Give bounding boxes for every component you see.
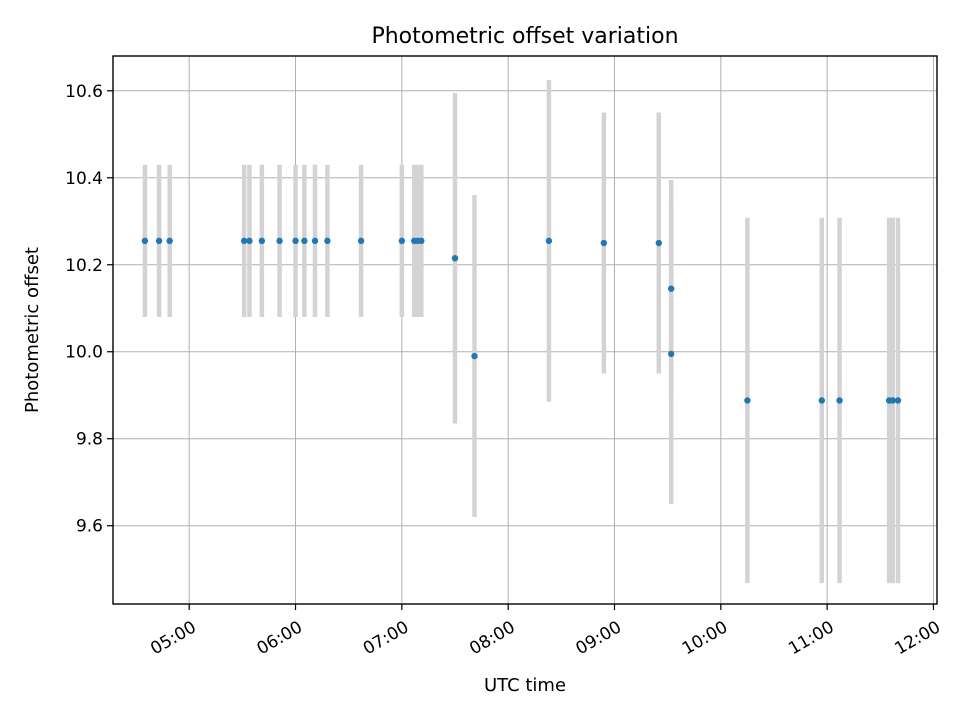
data-point: [818, 397, 826, 404]
x-tick-label: 12:00: [892, 617, 944, 659]
x-tick-label: 11:00: [785, 617, 837, 659]
y-axis-ticks: 9.6 9.8 10.0 10.2 10.4 10.6: [65, 82, 113, 537]
x-tick-label: 05:00: [147, 617, 199, 659]
data-point: [471, 352, 478, 360]
x-tick-label: 09:00: [573, 617, 625, 659]
x-axis-label: UTC time: [484, 675, 566, 696]
x-tick-label: 10:00: [679, 617, 731, 659]
x-tick-label: 07:00: [360, 617, 412, 659]
data-point: [667, 285, 675, 292]
errorbars: [142, 79, 901, 584]
data-point: [418, 237, 425, 245]
data-point: [836, 397, 843, 404]
data-point: [246, 237, 253, 245]
data-point: [357, 237, 365, 245]
data-point: [240, 237, 248, 245]
data-point: [258, 237, 266, 245]
plot-frame: [112, 55, 938, 605]
data-point: [311, 237, 319, 245]
x-tick-label: 08:00: [466, 617, 518, 659]
y-tick-label: 10.0: [65, 343, 103, 363]
data-point: [545, 237, 553, 245]
data-point: [166, 237, 173, 245]
data-point: [276, 237, 283, 245]
y-tick-label: 10.4: [65, 169, 103, 189]
data-point: [894, 397, 902, 404]
data-point: [324, 237, 331, 245]
data-point: [655, 239, 662, 247]
data-point: [667, 350, 675, 358]
data-point: [744, 397, 751, 404]
data-point: [600, 239, 608, 247]
y-tick-label: 10.2: [65, 256, 103, 276]
data-point: [889, 397, 896, 404]
y-tick-label: 10.6: [65, 82, 103, 102]
data-point: [292, 237, 299, 245]
x-axis-ticks: 05:00 06:00 07:00 08:00 09:00 10:00 11:00 12:00: [147, 604, 944, 659]
data-point: [141, 237, 149, 245]
data-point: [451, 255, 459, 262]
y-tick-label: 9.8: [76, 430, 103, 450]
data-point: [301, 237, 308, 245]
y-axis-label: Photometric offset: [22, 247, 43, 413]
data-point: [155, 237, 163, 245]
data-points: [141, 237, 902, 404]
grid: [113, 56, 937, 604]
chart-title: Photometric offset variation: [371, 24, 678, 49]
y-tick-label: 9.6: [76, 517, 103, 537]
data-point: [398, 237, 406, 245]
x-tick-label: 06:00: [254, 617, 306, 659]
